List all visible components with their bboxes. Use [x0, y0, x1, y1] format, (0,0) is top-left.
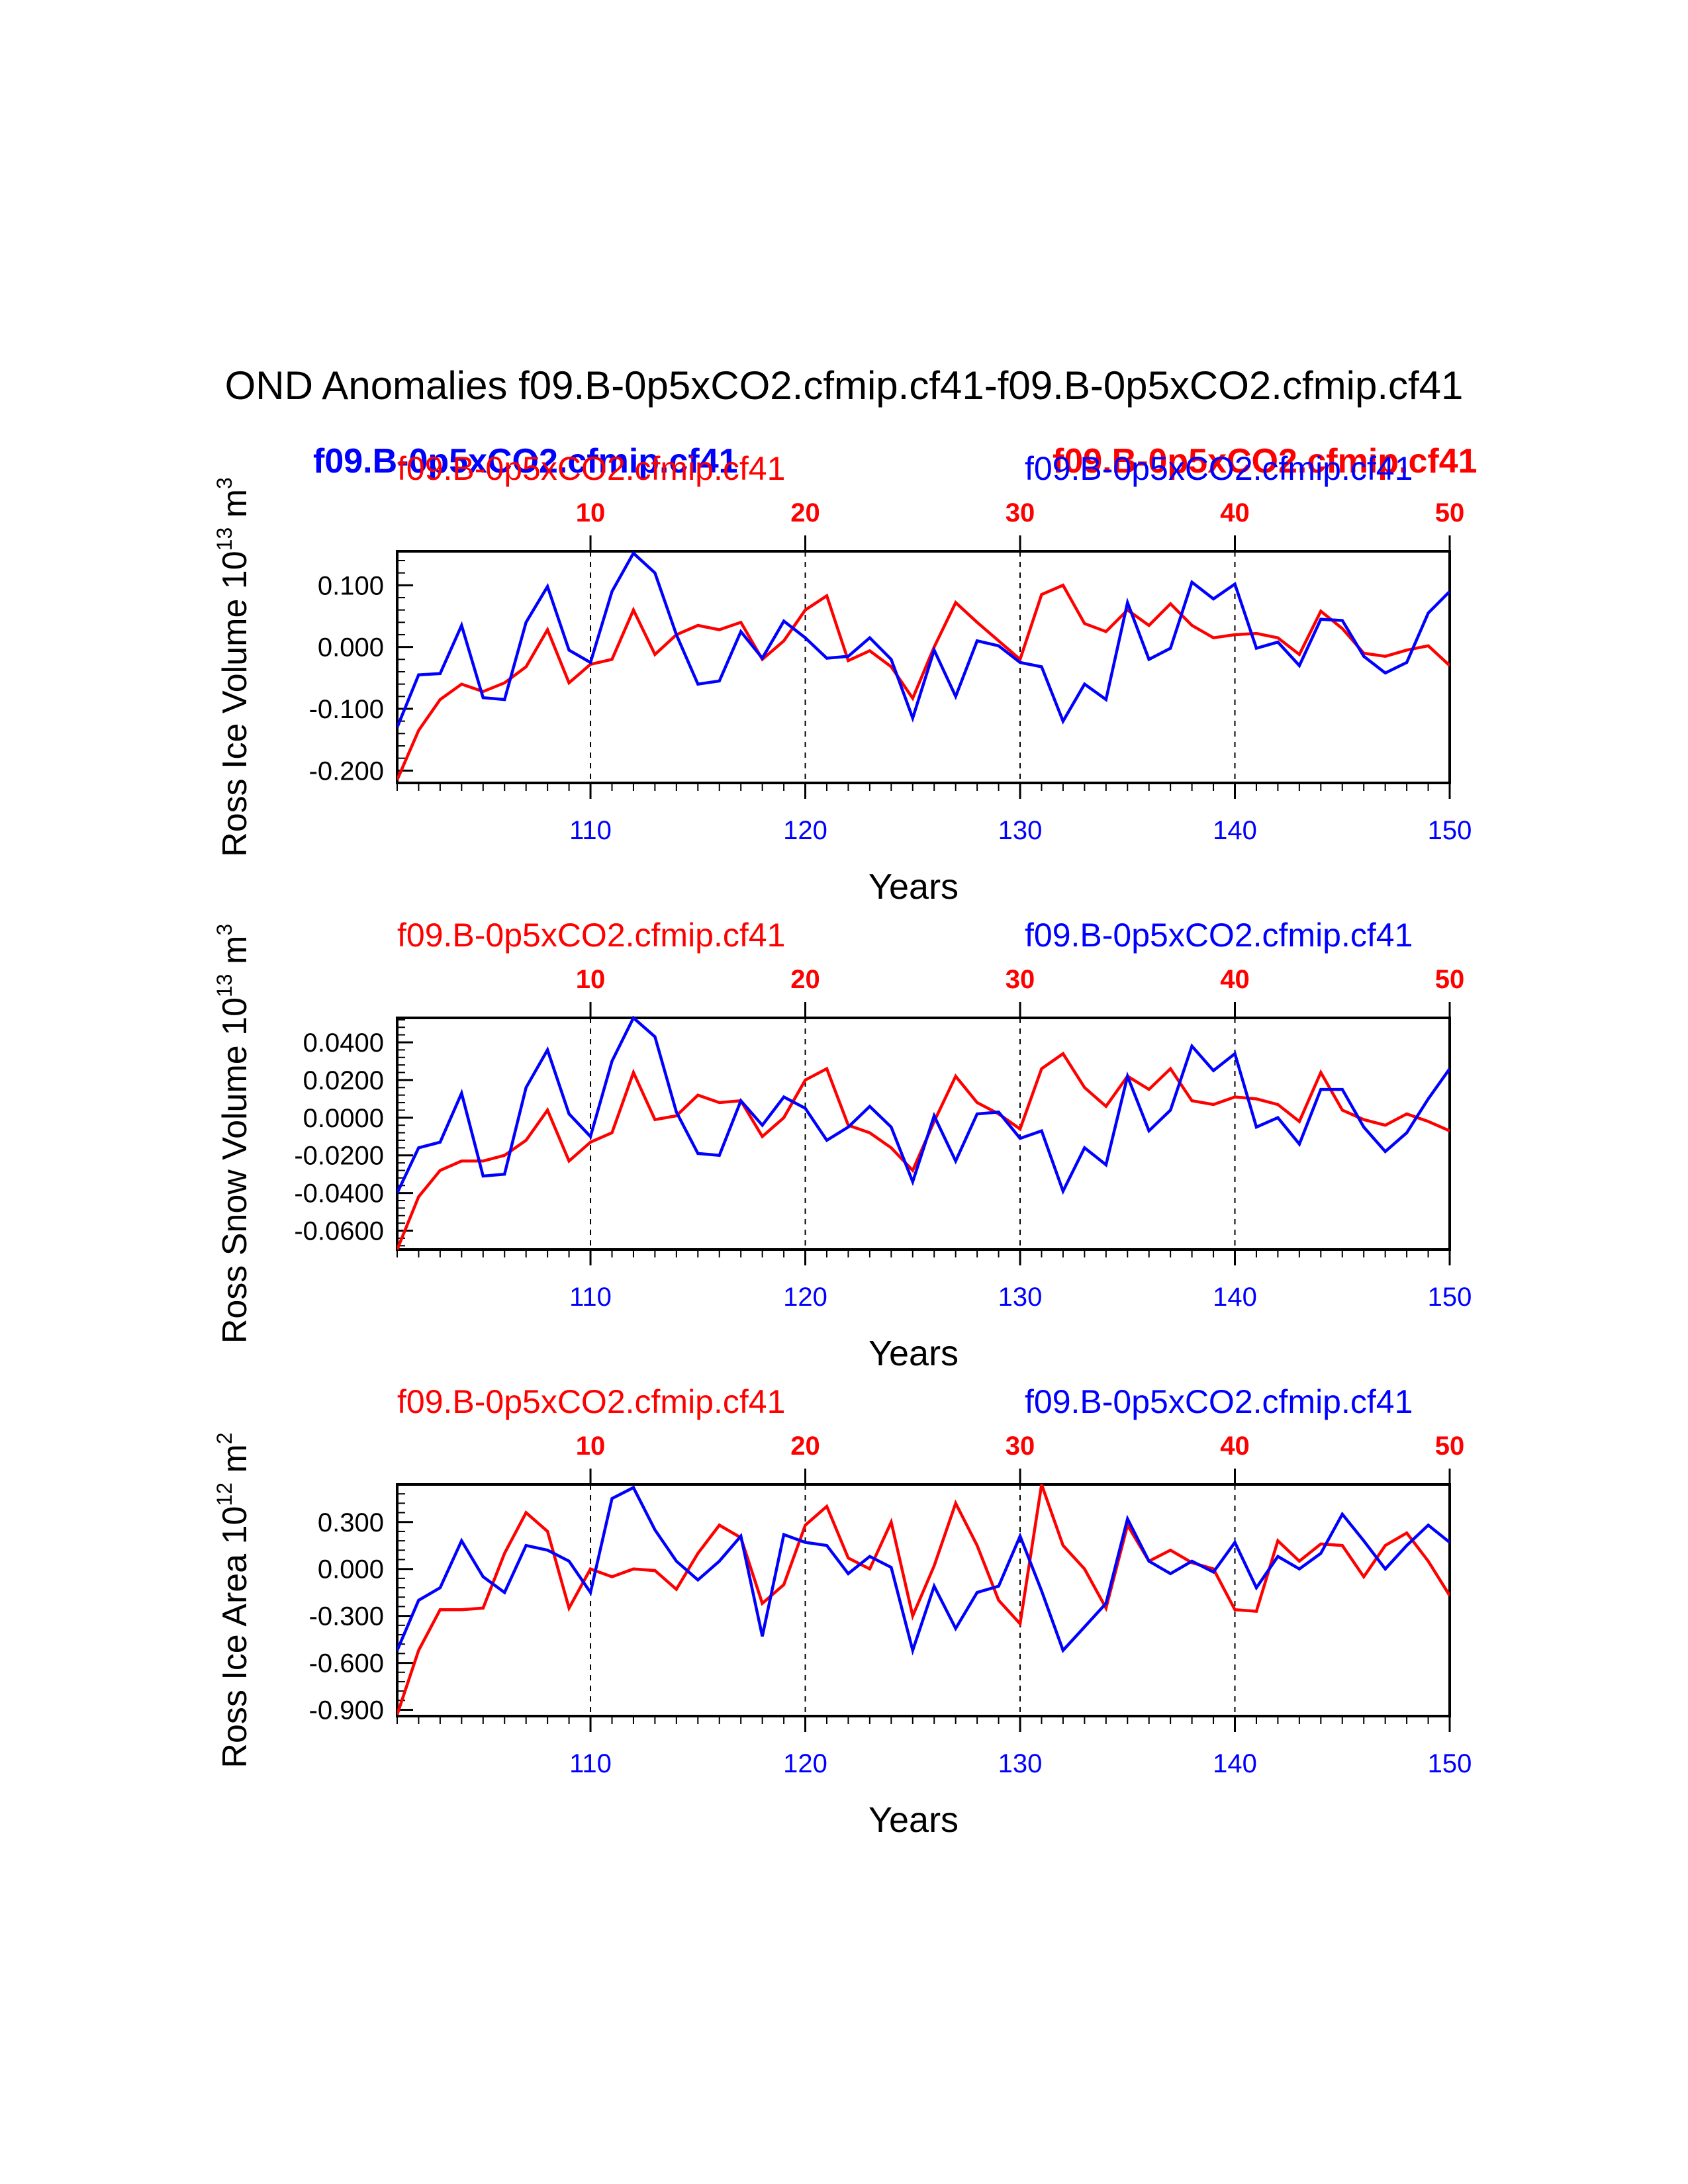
y-tick-label: 0.000 — [318, 633, 384, 662]
plot-frame — [396, 1017, 1451, 1251]
legend-label-red: f09.B-0p5xCO2.cfmip.cf41 — [1053, 442, 1477, 480]
y-tick-label: -0.0400 — [294, 1179, 384, 1208]
series-blue-line — [397, 1016, 1450, 1195]
top-right-run-label: f09.B-0p5xCO2.cfmip.cf41 — [1025, 917, 1413, 954]
series-red-line — [397, 1484, 1450, 1715]
x-tick-label-bottom: 150 — [1428, 816, 1472, 845]
x-tick-label-bottom: 140 — [1213, 1749, 1257, 1778]
y-axis-label: Ross Snow Volume 1013 m3 — [212, 924, 254, 1343]
top-left-run-label: f09.B-0p5xCO2.cfmip.cf41 — [397, 1383, 785, 1420]
y-tick-label: 0.000 — [318, 1555, 384, 1584]
x-tick-label-bottom: 130 — [998, 1749, 1043, 1778]
x-tick-label-bottom: 120 — [783, 816, 827, 845]
x-tick-label-top: 40 — [1220, 498, 1250, 527]
x-axis-label: Years — [868, 1334, 959, 1373]
chart-panel-2: 0.0400 0.0200 0.0000 -0.0200 -0.0400 -0.0600 1… — [212, 917, 1472, 1373]
y-tick-label: -0.0200 — [294, 1142, 384, 1171]
top-left-run-label: f09.B-0p5xCO2.cfmip.cf41 — [397, 917, 785, 954]
x-tick-label-top: 20 — [790, 1432, 820, 1461]
y-axis-label: Ross Ice Area 1012 m2 — [212, 1432, 254, 1768]
x-tick-label-top: 20 — [790, 965, 820, 994]
top-right-run-label: f09.B-0p5xCO2.cfmip.cf41 — [1025, 450, 1413, 487]
figure-title: OND Anomalies f09.B-0p5xCO2.cfmip.cf41-f… — [224, 363, 1464, 408]
x-tick-label-top: 40 — [1220, 1432, 1250, 1461]
x-tick-label-top: 20 — [790, 498, 820, 527]
x-tick-label-bottom: 140 — [1213, 1283, 1257, 1312]
y-tick-label: 0.0400 — [303, 1028, 384, 1058]
series-red-line — [397, 583, 1450, 781]
x-tick-label-top: 50 — [1435, 965, 1465, 994]
x-tick-label-top: 50 — [1435, 1432, 1465, 1461]
x-tick-label-bottom: 140 — [1213, 816, 1257, 845]
y-tick-label: -0.100 — [309, 695, 384, 724]
x-tick-label-bottom: 120 — [783, 1283, 827, 1312]
legend-label-blue: f09.B-0p5xCO2.cfmip.cf41 — [313, 442, 738, 480]
x-tick-label-top: 10 — [576, 498, 606, 527]
x-tick-label-bottom: 110 — [569, 1749, 612, 1778]
x-tick-label-top: 30 — [1006, 965, 1035, 994]
y-tick-label: -0.200 — [309, 756, 384, 786]
chart-panel-3: 0.300 0.000 -0.300 -0.600 -0.900 110 120 130 140… — [212, 1383, 1472, 1840]
x-tick-label-bottom: 150 — [1428, 1283, 1472, 1312]
x-tick-label-bottom: 130 — [998, 816, 1043, 845]
x-tick-label-bottom: 110 — [569, 1283, 612, 1312]
y-tick-label: 0.0200 — [303, 1066, 384, 1095]
y-axis-label: Ross Ice Volume 1013 m3 — [212, 477, 254, 857]
top-left-run-label: f09.B-0p5xCO2.cfmip.cf41 — [397, 450, 785, 487]
y-tick-label: -0.600 — [309, 1649, 384, 1678]
plot-frame — [396, 1483, 1451, 1717]
series-blue-line — [397, 1485, 1450, 1656]
x-tick-label-top: 10 — [576, 1432, 606, 1461]
chart-panel-1: 0.100 0.000 -0.100 -0.200 110 120 130 140 150 10 2… — [212, 450, 1472, 907]
x-axis-label: Years — [868, 867, 959, 907]
y-tick-label: -0.300 — [309, 1602, 384, 1631]
x-axis-label: Years — [868, 1800, 959, 1840]
y-tick-label: -0.900 — [309, 1696, 384, 1725]
x-tick-label-bottom: 110 — [569, 816, 612, 845]
y-tick-label: 0.100 — [318, 571, 384, 600]
x-tick-label-bottom: 150 — [1428, 1749, 1472, 1778]
top-right-run-label: f09.B-0p5xCO2.cfmip.cf41 — [1025, 1383, 1413, 1420]
x-tick-label-top: 50 — [1435, 498, 1465, 527]
series-blue-line — [397, 551, 1450, 728]
y-tick-label: -0.0600 — [294, 1217, 384, 1246]
x-tick-label-top: 10 — [576, 965, 606, 994]
y-tick-label: 0.0000 — [303, 1104, 384, 1133]
x-tick-label-top: 30 — [1006, 1432, 1035, 1461]
plot-frame — [396, 550, 1451, 784]
x-tick-label-bottom: 130 — [998, 1283, 1043, 1312]
x-tick-label-top: 40 — [1220, 965, 1250, 994]
y-tick-label: 0.300 — [318, 1508, 384, 1537]
x-tick-label-top: 30 — [1006, 498, 1035, 527]
x-tick-label-bottom: 120 — [783, 1749, 827, 1778]
